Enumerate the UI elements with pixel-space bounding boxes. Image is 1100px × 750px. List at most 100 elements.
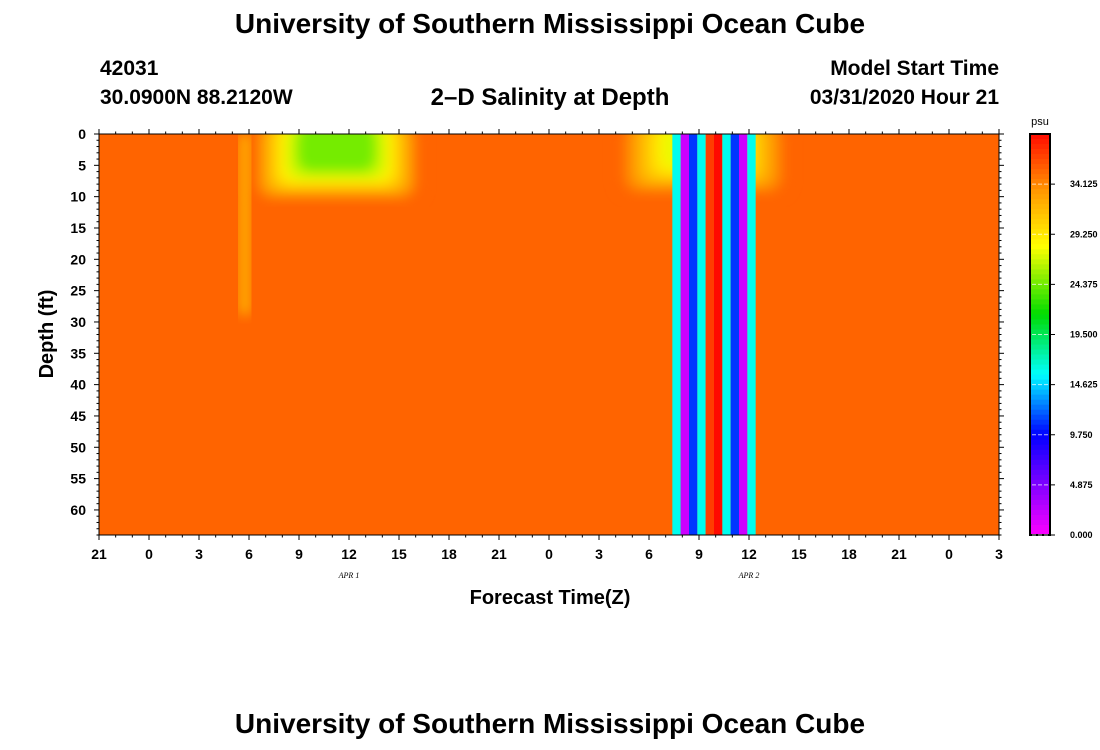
colorbar-tick-label: 9.750 [1070, 430, 1093, 440]
y-tick-label: 60 [70, 502, 86, 518]
colorbar-segment [1030, 194, 1050, 200]
colorbar-segment [1030, 504, 1050, 511]
y-axis-label: Depth (ft) [36, 290, 58, 379]
colorbar-segment [1030, 279, 1050, 285]
colorbar-tick-label: 19.500 [1070, 330, 1098, 340]
footer-title: University of Southern Mississippi Ocean… [234, 708, 866, 739]
colorbar-segment [1030, 529, 1050, 536]
y-tick-label: 25 [70, 283, 86, 299]
x-tick-label: 18 [441, 546, 457, 562]
salinity-band [680, 134, 689, 535]
colorbar-segment [1030, 424, 1050, 431]
y-tick-label: 55 [70, 471, 86, 487]
colorbar-segment [1030, 389, 1050, 396]
colorbar-segment [1030, 414, 1050, 421]
colorbar-segment [1030, 139, 1050, 145]
colorbar-segment [1030, 209, 1050, 215]
colorbar-segment [1030, 149, 1050, 155]
x-tick-label: 21 [491, 546, 507, 562]
colorbar-segment [1030, 184, 1050, 190]
colorbar-segment [1030, 229, 1050, 235]
salinity-bands [672, 134, 756, 535]
colorbar-segment [1030, 379, 1050, 386]
colorbar-segment [1030, 339, 1050, 346]
colorbar-tick-label: 0.000 [1070, 530, 1093, 540]
colorbar-segment [1030, 444, 1050, 451]
colorbar-segment [1030, 329, 1050, 336]
colorbar-segment [1030, 394, 1050, 401]
colorbar-segment [1030, 284, 1050, 290]
colorbar-segment [1030, 364, 1050, 371]
colorbar-segment [1030, 354, 1050, 361]
station-id: 42031 [100, 57, 159, 80]
colorbar-segment [1030, 299, 1050, 306]
y-tick-label: 45 [70, 408, 86, 424]
x-tick-label: 9 [295, 546, 303, 562]
colorbar-segment [1030, 434, 1050, 441]
colorbar-segment [1030, 319, 1050, 326]
colorbar-segment [1030, 249, 1050, 255]
colorbar-segment [1030, 179, 1050, 185]
colorbar-segment [1030, 154, 1050, 160]
x-tick-label: 6 [645, 546, 653, 562]
colorbar-segment [1030, 349, 1050, 356]
salinity-band [714, 134, 723, 535]
colorbar-segment [1030, 259, 1050, 265]
colorbar-segment [1030, 264, 1050, 270]
colorbar-segment [1030, 449, 1050, 456]
y-tick-label: 30 [70, 314, 86, 330]
x-axis-label: Forecast Time(Z) [470, 587, 631, 609]
x-tick-label: 9 [695, 546, 703, 562]
colorbar-tick-label: 24.375 [1070, 279, 1098, 289]
colorbar-segment [1030, 144, 1050, 150]
colorbar-segment [1030, 274, 1050, 280]
colorbar-segment [1030, 169, 1050, 175]
y-tick-label: 20 [70, 251, 86, 267]
salinity-band [747, 134, 756, 535]
salinity-band [697, 134, 706, 535]
y-tick-label: 15 [70, 220, 86, 236]
colorbar-segment [1030, 509, 1050, 516]
colorbar-segment [1030, 499, 1050, 506]
x-tick-label: 18 [841, 546, 857, 562]
colorbar-segment [1030, 409, 1050, 416]
colorbar-segment [1030, 164, 1050, 170]
colorbar-tick-label: 34.125 [1070, 179, 1098, 189]
colorbar-segment [1030, 359, 1050, 366]
colorbar-segment [1030, 189, 1050, 195]
salinity-band [689, 134, 698, 535]
colorbar-segment [1030, 479, 1050, 486]
colorbar-segment [1030, 269, 1050, 275]
colorbar-segment [1030, 489, 1050, 496]
y-tick-label: 50 [70, 439, 86, 455]
colorbar-segment [1030, 399, 1050, 406]
colorbar-segment [1030, 439, 1050, 446]
colorbar-segment [1030, 419, 1050, 426]
x-tick-label: 15 [391, 546, 407, 562]
colorbar-segment [1030, 469, 1050, 476]
y-tick-label: 0 [78, 126, 86, 142]
colorbar-segment [1030, 429, 1050, 436]
y-axis: 0 5 10 15 20 25 30 35 40 45 50 55 60 [70, 126, 1004, 536]
colorbar-segment [1030, 219, 1050, 225]
x-tick-label: 12 [341, 546, 357, 562]
colorbar-unit: psu [1031, 116, 1049, 128]
salinity-band [739, 134, 748, 535]
x-tick-label: 0 [145, 546, 153, 562]
colorbar: psu 34.125 29.250 24.375 19.500 14.625 9.750 4.… [1029, 116, 1098, 540]
colorbar-segment [1030, 459, 1050, 466]
colorbar-segment [1030, 199, 1050, 205]
station-coordinates: 30.0900N 88.2120W [100, 86, 293, 109]
salinity-band [705, 134, 714, 535]
colorbar-segment [1030, 384, 1050, 391]
y-tick-label: 35 [70, 345, 86, 361]
heatmap [99, 134, 999, 535]
colorbar-segment [1030, 344, 1050, 351]
colorbar-segment [1030, 304, 1050, 311]
y-tick-label: 5 [78, 157, 86, 173]
colorbar-segment [1030, 239, 1050, 245]
model-start-label: Model Start Time [830, 57, 999, 80]
colorbar-segment [1030, 494, 1050, 501]
y-tick-label: 40 [70, 377, 86, 393]
